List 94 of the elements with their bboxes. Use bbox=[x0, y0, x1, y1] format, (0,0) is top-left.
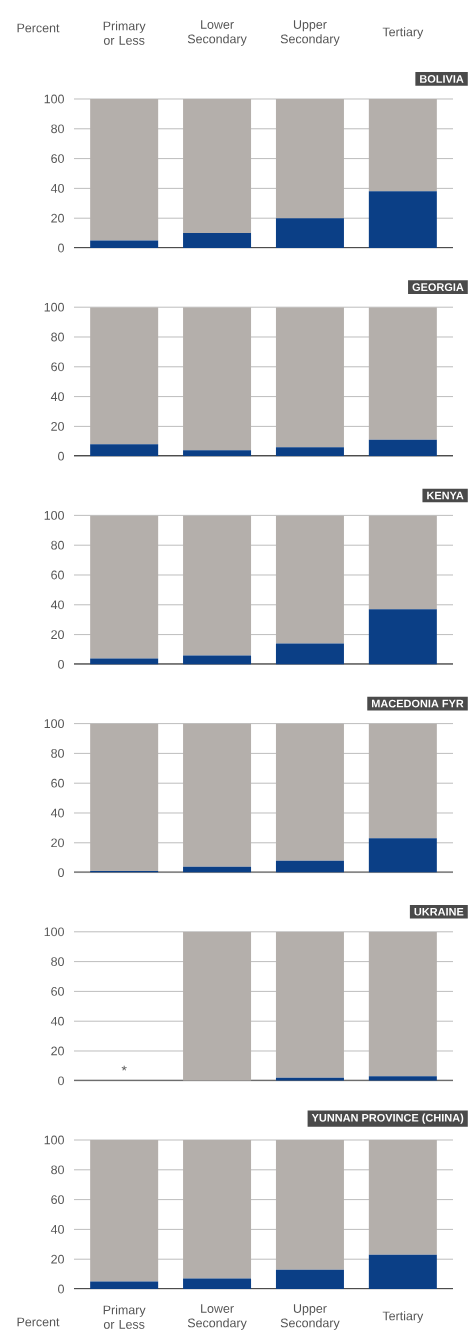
bar bbox=[90, 658, 159, 665]
bar bbox=[183, 515, 252, 656]
bar bbox=[275, 643, 344, 665]
y-tick-label: 60 bbox=[51, 987, 64, 996]
bar bbox=[368, 98, 437, 192]
bar bbox=[183, 450, 252, 457]
y-tick-label: 60 bbox=[51, 570, 64, 580]
y-axis-title: Percent bbox=[17, 1317, 60, 1327]
bar bbox=[90, 307, 159, 445]
x-tick-label: Upper Secondary bbox=[280, 20, 340, 46]
bar bbox=[183, 655, 252, 665]
bar bbox=[183, 931, 252, 1081]
bar bbox=[275, 1140, 344, 1270]
y-tick-label: 40 bbox=[50, 1225, 64, 1234]
bar bbox=[90, 444, 159, 457]
y-tick-label: 100 bbox=[44, 510, 64, 520]
bar bbox=[90, 1281, 159, 1289]
bar bbox=[183, 233, 252, 248]
bar bbox=[90, 1140, 159, 1282]
chart-title: YUNNAN PROVINCE (CHINA) bbox=[311, 1113, 464, 1124]
bar bbox=[90, 515, 159, 659]
bar bbox=[183, 1278, 252, 1289]
bar bbox=[275, 98, 344, 219]
x-tick-label: Primary or Less bbox=[103, 21, 146, 45]
bar bbox=[368, 1140, 437, 1255]
x-tick-label: Tertiary bbox=[382, 1311, 424, 1323]
y-tick-label: 20 bbox=[51, 630, 64, 639]
y-tick-label: 60 bbox=[51, 1195, 64, 1205]
bar bbox=[368, 1254, 437, 1289]
bar bbox=[275, 307, 344, 448]
y-tick-label: 20 bbox=[51, 838, 64, 848]
bar bbox=[90, 240, 159, 248]
bar bbox=[275, 515, 344, 644]
y-tick-label: 20 bbox=[51, 213, 64, 223]
y-tick-label: 40 bbox=[50, 392, 64, 401]
bar bbox=[275, 1269, 344, 1289]
bar bbox=[368, 838, 437, 873]
x-tick-label: Lower Secondary bbox=[187, 20, 247, 46]
y-tick-label: 60 bbox=[51, 362, 64, 372]
chart-title: KENYA bbox=[427, 491, 464, 500]
bar bbox=[368, 515, 437, 610]
chart-title: UKRAINE bbox=[414, 907, 464, 916]
y-tick-label: 80 bbox=[51, 957, 64, 967]
bar bbox=[183, 723, 252, 867]
bar bbox=[368, 723, 437, 839]
y-tick-label: 100 bbox=[44, 719, 64, 729]
bar bbox=[183, 98, 252, 234]
bar bbox=[368, 439, 437, 457]
bar bbox=[368, 931, 437, 1077]
y-tick-label: 40 bbox=[50, 600, 64, 610]
y-tick-label: 20 bbox=[51, 1254, 64, 1264]
bar bbox=[368, 191, 437, 248]
y-tick-label: 100 bbox=[44, 302, 64, 312]
bar bbox=[275, 447, 344, 457]
y-tick-label: 20 bbox=[51, 1046, 64, 1056]
bar bbox=[90, 723, 159, 872]
bar bbox=[183, 1140, 252, 1279]
x-tick-label: Lower Secondary bbox=[187, 1304, 247, 1330]
bar bbox=[90, 98, 159, 241]
bar bbox=[275, 860, 344, 873]
y-tick-label: 0 bbox=[58, 868, 64, 878]
bar bbox=[368, 307, 437, 440]
x-tick-label: Tertiary bbox=[382, 27, 424, 39]
y-tick-label: 0 bbox=[58, 243, 64, 253]
y-tick-label: 40 bbox=[50, 183, 64, 193]
y-tick-label: 100 bbox=[44, 94, 64, 104]
y-tick-label: 80 bbox=[51, 332, 64, 342]
chart-title: GEORGIA bbox=[412, 283, 464, 292]
bar bbox=[275, 218, 344, 248]
chart-title: BOLIVIA bbox=[420, 75, 464, 83]
y-tick-label: 20 bbox=[51, 421, 64, 431]
bar bbox=[275, 931, 344, 1078]
annotation: * bbox=[121, 1065, 127, 1071]
y-tick-label: 40 bbox=[50, 808, 64, 818]
y-tick-label: 80 bbox=[51, 124, 64, 134]
y-tick-label: 0 bbox=[58, 1076, 64, 1086]
bar bbox=[368, 609, 437, 665]
y-axis-title: Percent bbox=[17, 23, 60, 33]
y-tick-label: 100 bbox=[44, 1135, 64, 1145]
y-tick-label: 0 bbox=[58, 659, 64, 669]
bar bbox=[275, 723, 344, 861]
y-tick-label: 80 bbox=[51, 748, 64, 758]
y-tick-label: 80 bbox=[51, 1165, 64, 1175]
y-tick-label: 40 bbox=[50, 1016, 64, 1026]
y-tick-label: 0 bbox=[58, 1284, 64, 1294]
bar bbox=[183, 307, 252, 451]
y-tick-label: 100 bbox=[44, 927, 64, 937]
y-tick-label: 60 bbox=[51, 778, 64, 788]
y-tick-label: 60 bbox=[51, 154, 64, 163]
x-tick-label: Upper Secondary bbox=[280, 1304, 340, 1330]
chart-title: MACEDONIA FYR bbox=[372, 699, 464, 708]
y-tick-label: 0 bbox=[58, 451, 64, 461]
y-tick-label: 80 bbox=[51, 540, 64, 550]
x-tick-label: Primary or Less bbox=[103, 1305, 146, 1329]
